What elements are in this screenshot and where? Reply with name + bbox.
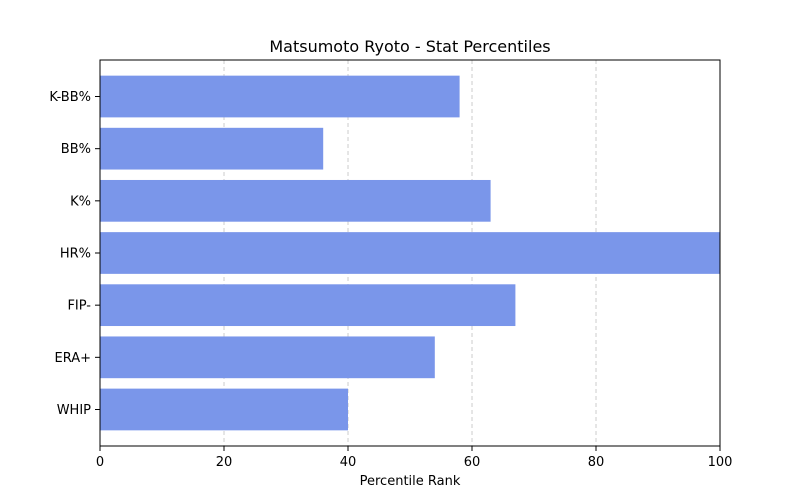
bar-hr- — [100, 232, 720, 274]
x-tick-label-100: 100 — [708, 455, 733, 470]
y-tick-label-whip: WHIP — [57, 403, 91, 418]
y-axis-ticks: WHIP ERA+ FIP- HR% K% BB% K-BB% — [49, 90, 100, 418]
bars — [100, 75, 720, 431]
x-axis-label: Percentile Rank — [360, 474, 461, 489]
y-tick-label-k-bb-: K-BB% — [49, 90, 91, 105]
bar-k-bb- — [100, 75, 460, 118]
x-tick-label-40: 40 — [340, 455, 357, 470]
bar-era- — [100, 336, 435, 379]
y-tick-label-hr-: HR% — [60, 247, 91, 262]
y-tick-label-bb-: BB% — [61, 142, 91, 157]
x-axis-ticks: 0 20 40 60 80 100 — [96, 446, 733, 470]
bar-bb- — [100, 127, 324, 170]
y-tick-label-fip-: FIP- — [67, 299, 91, 314]
bar-k- — [100, 179, 491, 222]
y-tick-label-era-: ERA+ — [54, 351, 91, 366]
y-tick-label-k-: K% — [70, 194, 91, 209]
x-tick-label-20: 20 — [216, 455, 233, 470]
bar-whip — [100, 388, 348, 431]
chart-title: Matsumoto Ryoto - Stat Percentiles — [269, 37, 550, 56]
x-tick-label-80: 80 — [588, 455, 605, 470]
x-tick-label-60: 60 — [464, 455, 481, 470]
bar-fip- — [100, 284, 516, 327]
x-tick-label-0: 0 — [96, 455, 104, 470]
